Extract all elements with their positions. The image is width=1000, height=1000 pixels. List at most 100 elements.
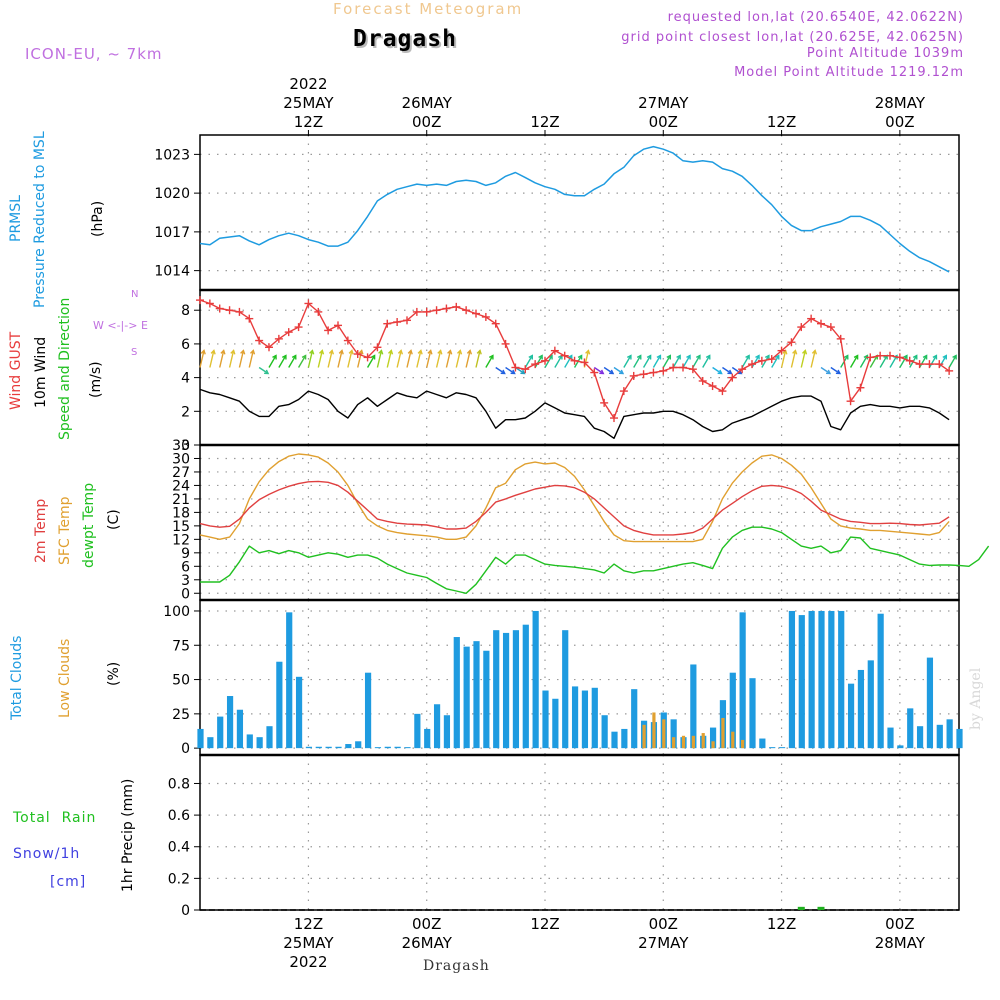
wind-arrow (652, 355, 662, 368)
total-cloud-bar (956, 728, 963, 749)
wind-arrow (307, 350, 314, 368)
y-tick-label: 21 (172, 492, 190, 508)
wind-arrow (869, 355, 878, 368)
time-tick-label-top: 27MAY (638, 94, 689, 112)
panel-frame (199, 134, 960, 291)
wind-arrow-head (922, 354, 928, 360)
wind-arrow (426, 350, 432, 368)
wind-arrow (603, 366, 614, 375)
wind-arrow (544, 355, 553, 368)
y-tick-label: 6 (181, 337, 190, 353)
total-cloud-bar (601, 715, 608, 749)
total-cloud-bar (374, 747, 382, 749)
total-cloud-bar (404, 747, 411, 749)
wind-arrow-head (456, 349, 463, 355)
wind-arrow (849, 355, 859, 368)
total-cloud-bar (305, 746, 313, 749)
wind-arrow (771, 355, 780, 368)
panel-frame (199, 599, 960, 756)
total-cloud-bar (532, 610, 539, 749)
y-tick-label: 27 (172, 465, 190, 481)
wind-arrow (918, 355, 928, 368)
wind-arrow-head (281, 354, 287, 360)
wind-arrow-head (835, 369, 842, 375)
wind-arrow (327, 350, 333, 368)
wind-arrow (682, 355, 691, 368)
low-cloud-bar (652, 712, 656, 749)
wind-arrow-head (397, 349, 404, 355)
total-cloud-bar (581, 690, 589, 749)
wind-arrow-head (686, 354, 691, 360)
y-tick-label: 0 (181, 903, 190, 919)
grid-point-coords: grid point closest lon,lat (20.625E, 42.… (621, 30, 964, 45)
wind-arrow-head (656, 354, 662, 360)
wind-arrow-head (863, 354, 869, 360)
wind-arrow-head (755, 354, 760, 360)
wind-arrow (830, 366, 841, 375)
wind-arrow (534, 355, 543, 368)
wind-arrow (593, 366, 604, 375)
dewpt-line (200, 526, 990, 594)
total-cloud-bar (493, 630, 500, 749)
y-tick-label: 25 (172, 707, 190, 723)
wind-arrow-head (801, 349, 808, 355)
total-cloud-bar (197, 728, 204, 749)
total-cloud-bar (788, 610, 796, 749)
time-tick-label-bottom: 00Z (885, 915, 914, 933)
time-tick-label-top: 12Z (530, 113, 559, 131)
wind-arrow-head (646, 354, 652, 360)
wind-arrow (347, 350, 353, 368)
time-tick-label-bottom: 00Z (412, 915, 441, 933)
total-cloud-bar (463, 646, 470, 749)
wind-arrow (928, 355, 938, 368)
wind-arrow (642, 355, 652, 368)
wind-arrow (406, 350, 412, 368)
wind-arrow-head (764, 354, 770, 360)
wind-arrow-head (577, 354, 583, 360)
wind-arrow-head (520, 369, 526, 375)
wind-arrow-head (338, 349, 344, 355)
wind-arrow (219, 350, 225, 368)
wind-arrow (780, 350, 787, 368)
y-tick-label: 75 (172, 638, 190, 654)
wind-arrow (662, 355, 671, 368)
total-cloud-bar (542, 690, 549, 749)
wind-arrow (475, 350, 481, 368)
wind-arrow-head (782, 349, 788, 355)
wind-arrow-head (538, 354, 543, 360)
total-cloud-bar (828, 610, 835, 749)
total-cloud-bar (207, 737, 214, 749)
requested-coords: requested lon,lat (20.6540E, 42.0622N) (667, 10, 964, 25)
wind-arrow-head (447, 349, 453, 355)
y-tick-label: 1023 (154, 147, 190, 163)
total-cloud-bar (295, 676, 303, 749)
compass-ew: W <-|-> E (93, 319, 148, 332)
y-tick-label: 0 (181, 741, 190, 757)
wind-arrow-head (585, 349, 591, 355)
wind-arrow (899, 355, 908, 368)
wind-arrow (495, 366, 506, 375)
total-cloud-bar (424, 728, 431, 749)
wind-arrow (445, 350, 452, 368)
total-cloud-bar (769, 747, 776, 749)
wind-arrow (515, 366, 525, 375)
wind-arrow-head (676, 354, 681, 360)
total-cloud-bar (473, 641, 480, 749)
wind-arrow-head (220, 349, 226, 355)
wind-arrow (228, 350, 235, 368)
wind-arrow (435, 350, 442, 368)
total-cloud-bar (256, 737, 263, 749)
wind-arrow-head (466, 349, 473, 355)
wind-arrow (623, 355, 632, 368)
wind-arrow (692, 355, 701, 368)
y-tick-label: 50 (172, 673, 190, 689)
time-tick-label-top: 2022 (289, 75, 327, 93)
wind-arrow-head (348, 349, 354, 355)
point-altitude: Point Altitude 1039m (806, 46, 964, 61)
total-cloud-bar (690, 664, 697, 749)
sfc-temp-line (199, 453, 950, 543)
total-cloud-bar (778, 747, 786, 749)
wind-arrow-head (476, 349, 482, 355)
wind-arrow-head (528, 354, 533, 360)
